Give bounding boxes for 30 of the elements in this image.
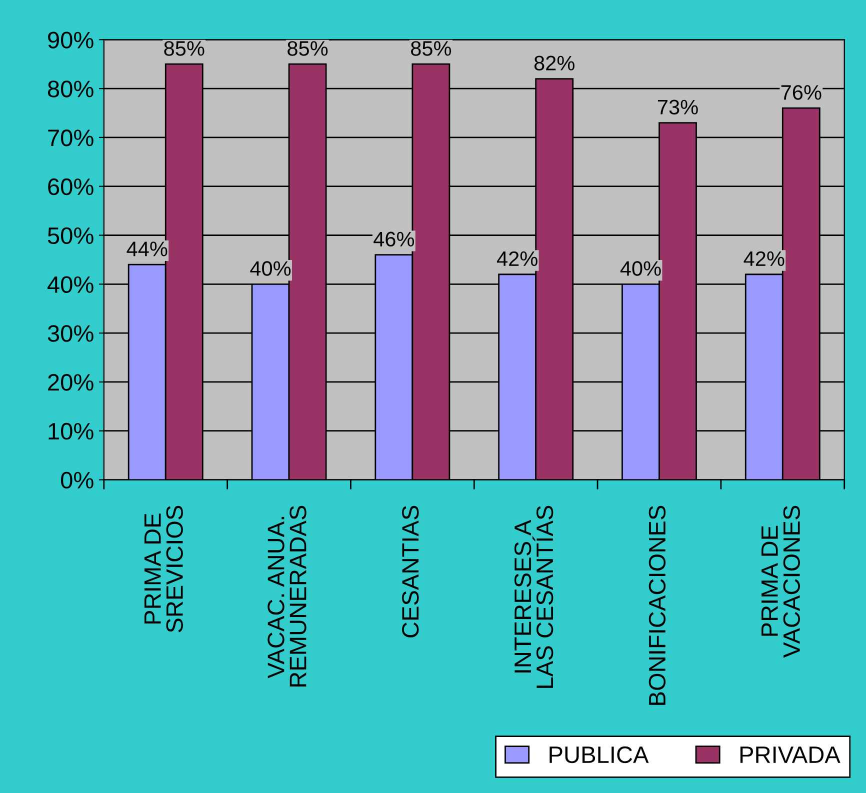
data-label: 40% [250,261,291,276]
y-tick-label: 20% [48,374,94,391]
y-tick-label: 70% [48,130,94,146]
data-label: 85% [164,41,204,56]
data-label: 73% [658,100,698,114]
data-label: 85% [411,41,452,56]
y-tick-label: 0% [60,472,94,489]
y-tick-label: 80% [48,80,94,98]
legend-label: PRIVADA [740,746,840,763]
x-tick-label: PRIMA DE VACACIONES [762,506,800,658]
data-label: 85% [288,41,328,56]
y-tick-label: 30% [48,325,94,342]
data-label: 42% [744,251,784,266]
x-tick-label: BONIFICACIONES [648,506,666,705]
data-label: 40% [620,261,661,276]
x-tick-label: INTERESES A LAS CESANTÍAS [514,506,554,688]
legend-label: PUBLICA [550,746,649,764]
y-tick-label: 50% [48,227,94,244]
data-label: 82% [534,56,574,70]
x-tick-label: VACAC. ANUA. REMUNERADAS [268,506,306,686]
y-tick-label: 60% [48,178,94,196]
data-label: 44% [126,242,168,256]
data-label: 76% [781,85,822,100]
x-tick-label: CESANTIAS [402,506,419,638]
y-tick-label: 10% [48,422,94,440]
y-tick-label: 90% [48,32,94,48]
data-label: 46% [374,232,414,247]
y-tick-label: 40% [47,276,94,293]
x-tick-label: PRIMA DE SREVICIOS [144,506,183,632]
data-label: 42% [496,251,538,266]
